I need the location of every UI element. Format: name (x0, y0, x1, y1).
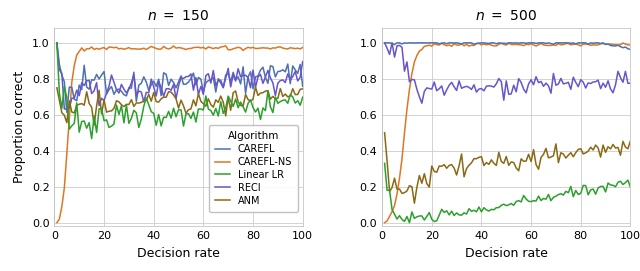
Legend: CAREFL, CAREFL-NS, Linear LR, RECI, ANM: CAREFL, CAREFL-NS, Linear LR, RECI, ANM (209, 125, 298, 212)
Title: $\it{n}$ $=$ 150: $\it{n}$ $=$ 150 (147, 9, 209, 23)
X-axis label: Decision rate: Decision rate (137, 247, 220, 260)
Title: $\it{n}$ $=$ 500: $\it{n}$ $=$ 500 (476, 9, 538, 23)
Y-axis label: Proportion correct: Proportion correct (13, 71, 26, 183)
X-axis label: Decision rate: Decision rate (465, 247, 548, 260)
